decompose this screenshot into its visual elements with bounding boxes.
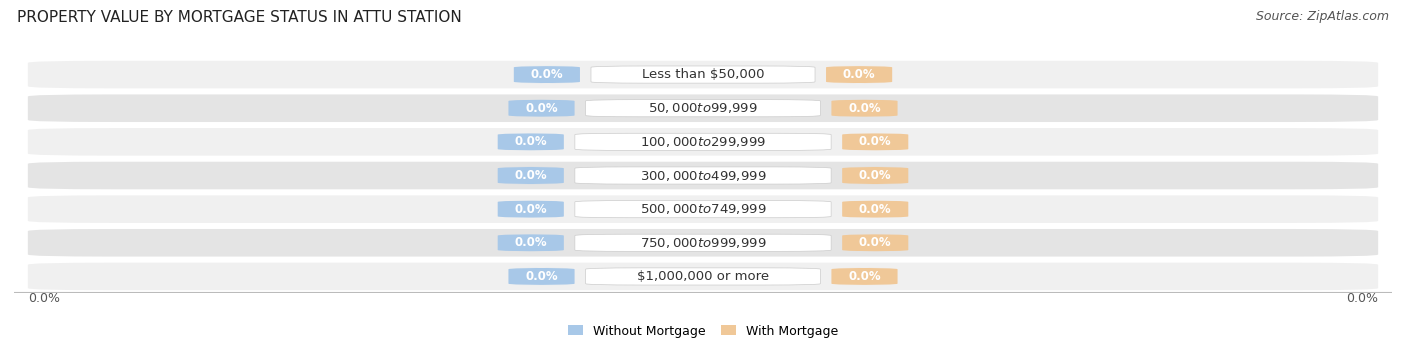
Text: $500,000 to $749,999: $500,000 to $749,999 bbox=[640, 202, 766, 216]
Text: 0.0%: 0.0% bbox=[859, 203, 891, 216]
FancyBboxPatch shape bbox=[513, 66, 579, 83]
Legend: Without Mortgage, With Mortgage: Without Mortgage, With Mortgage bbox=[562, 320, 844, 341]
FancyBboxPatch shape bbox=[575, 133, 831, 150]
Text: $1,000,000 or more: $1,000,000 or more bbox=[637, 270, 769, 283]
FancyBboxPatch shape bbox=[842, 201, 908, 218]
FancyBboxPatch shape bbox=[28, 94, 1378, 122]
FancyBboxPatch shape bbox=[591, 66, 815, 83]
FancyBboxPatch shape bbox=[28, 162, 1378, 189]
Text: $750,000 to $999,999: $750,000 to $999,999 bbox=[640, 236, 766, 250]
Text: PROPERTY VALUE BY MORTGAGE STATUS IN ATTU STATION: PROPERTY VALUE BY MORTGAGE STATUS IN ATT… bbox=[17, 10, 461, 25]
FancyBboxPatch shape bbox=[498, 133, 564, 150]
Text: 0.0%: 0.0% bbox=[859, 135, 891, 148]
FancyBboxPatch shape bbox=[498, 167, 564, 184]
FancyBboxPatch shape bbox=[498, 201, 564, 218]
FancyBboxPatch shape bbox=[28, 195, 1378, 223]
FancyBboxPatch shape bbox=[28, 128, 1378, 155]
Text: 0.0%: 0.0% bbox=[515, 203, 547, 216]
Text: 0.0%: 0.0% bbox=[526, 102, 558, 115]
Text: $50,000 to $99,999: $50,000 to $99,999 bbox=[648, 101, 758, 115]
FancyBboxPatch shape bbox=[498, 234, 564, 251]
Text: 0.0%: 0.0% bbox=[526, 270, 558, 283]
FancyBboxPatch shape bbox=[575, 201, 831, 218]
Text: 0.0%: 0.0% bbox=[859, 169, 891, 182]
FancyBboxPatch shape bbox=[842, 133, 908, 150]
Text: 0.0%: 0.0% bbox=[515, 169, 547, 182]
FancyBboxPatch shape bbox=[509, 100, 575, 117]
FancyBboxPatch shape bbox=[575, 234, 831, 251]
FancyBboxPatch shape bbox=[28, 61, 1378, 88]
FancyBboxPatch shape bbox=[28, 229, 1378, 256]
FancyBboxPatch shape bbox=[575, 167, 831, 184]
FancyBboxPatch shape bbox=[509, 268, 575, 285]
FancyBboxPatch shape bbox=[842, 167, 908, 184]
Text: 0.0%: 0.0% bbox=[515, 135, 547, 148]
FancyBboxPatch shape bbox=[831, 268, 897, 285]
FancyBboxPatch shape bbox=[586, 268, 820, 285]
Text: 0.0%: 0.0% bbox=[848, 102, 880, 115]
Text: 0.0%: 0.0% bbox=[515, 236, 547, 249]
Text: 0.0%: 0.0% bbox=[848, 270, 880, 283]
Text: 0.0%: 0.0% bbox=[530, 68, 564, 81]
FancyBboxPatch shape bbox=[831, 100, 897, 117]
Text: 0.0%: 0.0% bbox=[842, 68, 876, 81]
Text: 0.0%: 0.0% bbox=[1346, 292, 1378, 305]
Text: 0.0%: 0.0% bbox=[28, 292, 60, 305]
FancyBboxPatch shape bbox=[28, 263, 1378, 290]
Text: Less than $50,000: Less than $50,000 bbox=[641, 68, 765, 81]
Text: 0.0%: 0.0% bbox=[859, 236, 891, 249]
Text: $300,000 to $499,999: $300,000 to $499,999 bbox=[640, 168, 766, 182]
Text: Source: ZipAtlas.com: Source: ZipAtlas.com bbox=[1256, 10, 1389, 23]
FancyBboxPatch shape bbox=[827, 66, 893, 83]
Text: $100,000 to $299,999: $100,000 to $299,999 bbox=[640, 135, 766, 149]
FancyBboxPatch shape bbox=[842, 234, 908, 251]
FancyBboxPatch shape bbox=[586, 100, 820, 117]
